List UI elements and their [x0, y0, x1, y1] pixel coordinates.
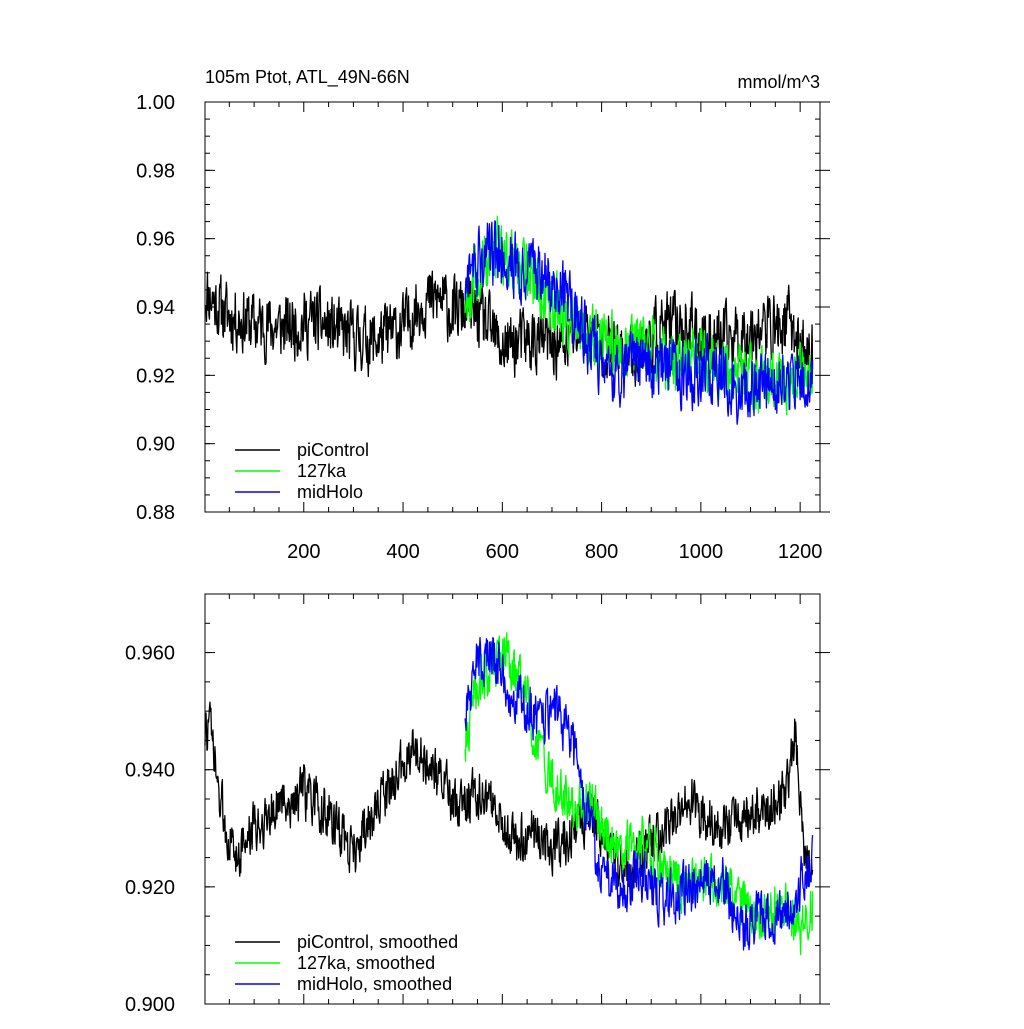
y-tick-label: 0.96 [136, 229, 175, 251]
legend-label: 127ka [297, 461, 347, 481]
bottom-panel: 0.900 0.920 0.940 0.960 piControl, smoothed… [125, 593, 830, 1016]
bottom-panel-frame [204, 593, 821, 1005]
y-tick-label: 0.940 [125, 760, 175, 782]
y-tick-label: 0.90 [136, 434, 175, 456]
bottom-panel-series [204, 632, 814, 956]
x-tick-label: 800 [585, 541, 618, 563]
top-panel-frame [204, 101, 821, 513]
top-panel-title: 105m Ptot, ATL_49N-66N [205, 67, 410, 88]
top-panel: 105m Ptot, ATL_49N-66N mmol/m^3 200 400 60… [136, 67, 830, 563]
legend-label: midHolo [297, 482, 363, 502]
top-panel-units: mmol/m^3 [738, 72, 820, 92]
series-line-midholo [464, 220, 814, 425]
legend-label: 127ka, smoothed [297, 953, 435, 973]
y-tick-label: 0.960 [125, 643, 175, 665]
y-tick-label: 0.900 [125, 994, 175, 1016]
y-tick-label: 0.98 [136, 160, 175, 182]
x-tick-label: 600 [486, 541, 519, 563]
top-panel-series [204, 215, 814, 425]
x-tick-label: 200 [287, 541, 320, 563]
x-tick-label: 400 [386, 541, 419, 563]
y-tick-label: 0.920 [125, 877, 175, 899]
y-tick-label: 1.00 [136, 92, 175, 114]
y-tick-label: 0.88 [136, 502, 175, 524]
y-tick-label: 0.94 [136, 297, 175, 319]
legend-label: piControl, smoothed [297, 932, 458, 952]
x-tick-label: 1200 [778, 541, 823, 563]
x-tick-label: 1000 [679, 541, 724, 563]
y-tick-label: 0.92 [136, 365, 175, 387]
series-line-midholo-smoothed [464, 637, 814, 951]
legend-label: midHolo, smoothed [297, 974, 452, 994]
top-panel-ticks: 200 400 600 800 1000 1200 0.88 0.90 0.92 0.94 0.96… [136, 92, 830, 563]
series-line-picontrol-smoothed [204, 701, 814, 902]
legend-label: piControl [297, 440, 369, 460]
bottom-panel-ticks: 0.900 0.920 0.940 0.960 [125, 593, 830, 1016]
